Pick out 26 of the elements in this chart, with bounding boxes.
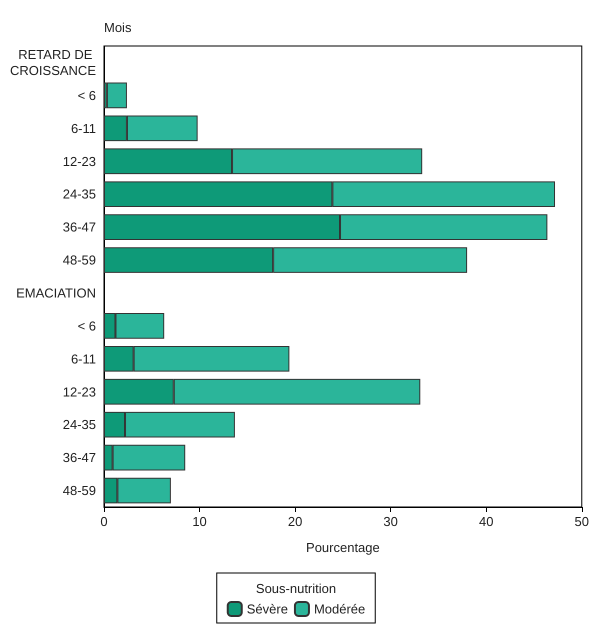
y-tick-label: 6-11 [70, 120, 96, 136]
y-tick-label: 48-59 [62, 252, 96, 268]
x-tick-label: 10 [192, 514, 207, 529]
y-tick-label: < 6 [78, 88, 96, 103]
y-tick-label: RETARD DE CROISSANCE [10, 46, 96, 78]
legend-label: Modérée [314, 602, 366, 616]
y-tick-label: < 6 [78, 318, 96, 334]
y-tick-label: 36-47 [62, 450, 96, 466]
x-tick-label: 40 [478, 514, 494, 529]
y-tick-label: EMACIATION [16, 285, 96, 300]
legend-title: Sous-nutrition [256, 581, 336, 596]
x-tick-label: 0 [100, 514, 108, 529]
y-tick-label: 36-47 [62, 220, 96, 235]
y-tick-label: 6-11 [70, 351, 96, 366]
y-tick-label: 24-35 [62, 417, 96, 432]
x-tick-label: 20 [288, 514, 302, 529]
y-tick-label: 12-23 [62, 384, 96, 400]
x-tick-label: 30 [383, 514, 398, 529]
x-tick-label: 50 [574, 514, 590, 529]
bar [106, 82, 127, 108]
legend-label: Sévère [246, 602, 288, 616]
x-axis-title: Pourcentage [306, 540, 380, 555]
y-axis-title: Mois [104, 20, 132, 35]
y-tick-label: 24-35 [62, 186, 96, 202]
y-tick-label: 12-23 [62, 154, 96, 169]
y-tick-label: 48-59 [62, 483, 96, 498]
